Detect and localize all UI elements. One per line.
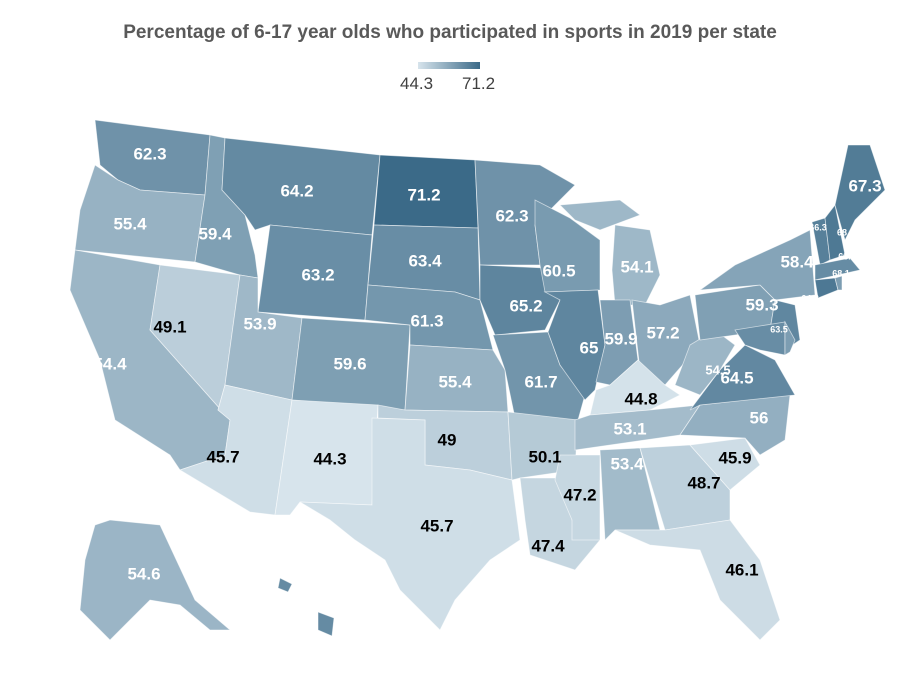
value-label-tn: 53.1	[613, 419, 646, 438]
value-label-wi: 60.5	[542, 261, 575, 280]
state-ma	[814, 257, 861, 281]
value-label-wv: 54.5	[705, 362, 730, 377]
state-de	[784, 320, 796, 356]
value-label-ne: 61.3	[410, 311, 443, 330]
state-ri	[834, 275, 843, 291]
value-label-ut: 53.9	[243, 314, 276, 333]
value-label-md: 63.5	[770, 324, 788, 334]
state-sc	[689, 437, 761, 491]
state-ga	[639, 444, 731, 531]
value-label-nc: 56	[750, 408, 769, 427]
value-label-ia: 65.2	[509, 296, 542, 315]
value-label-mo: 61.7	[524, 372, 557, 391]
state-hi	[277, 577, 293, 593]
value-label-wy: 63.2	[301, 265, 334, 284]
value-label-al: 53.4	[610, 454, 644, 473]
value-label-me: 67.3	[848, 176, 881, 195]
state-il	[543, 289, 606, 401]
legend-gradient-bar	[418, 62, 480, 69]
state-fl	[614, 519, 781, 641]
value-label-ky: 44.8	[624, 389, 657, 408]
value-label-tx: 45.7	[420, 516, 453, 535]
value-label-fl: 46.1	[725, 560, 758, 579]
value-label-co: 59.6	[333, 354, 366, 373]
value-label-nd: 71.2	[407, 185, 440, 204]
value-label-ca: 54.4	[93, 354, 127, 373]
value-label-mi: 54.1	[620, 257, 653, 276]
state-tx	[299, 417, 521, 631]
value-label-vt: 66.3	[809, 222, 827, 232]
value-label-ks: 55.4	[438, 372, 472, 391]
value-label-pa: 59.3	[745, 295, 778, 314]
value-label-nm: 44.3	[313, 449, 346, 468]
value-label-la: 47.4	[531, 536, 565, 555]
state-nh	[824, 204, 846, 261]
value-label-az: 45.7	[206, 447, 239, 466]
legend-min-label: 44.3	[400, 74, 434, 93]
state-ny	[698, 229, 816, 301]
value-label-ar: 50.1	[528, 447, 561, 466]
map-title: Percentage of 6-17 year olds who partici…	[123, 22, 777, 43]
state-hi-part1	[317, 611, 335, 637]
state-me	[834, 144, 886, 242]
value-label-ny: 58.4	[780, 252, 814, 271]
value-label-in: 59.9	[604, 329, 637, 348]
value-label-il: 65	[580, 338, 599, 357]
value-label-va: 64.5	[720, 368, 753, 387]
value-label-nj: 64.8	[801, 293, 819, 303]
value-label-oh: 57.2	[646, 323, 679, 342]
value-label-or: 55.4	[113, 214, 147, 233]
value-label-wa: 62.3	[133, 144, 166, 163]
value-label-nh: 68	[837, 227, 847, 237]
value-label-nv: 49.1	[153, 317, 186, 336]
value-label-ms: 47.2	[563, 485, 596, 504]
value-label-mt: 64.2	[280, 181, 313, 200]
state-ks	[404, 344, 509, 413]
state-md	[734, 321, 786, 356]
value-label-sd: 63.4	[408, 251, 442, 270]
state-mi-part1	[559, 199, 641, 231]
value-label-ak: 54.6	[127, 564, 160, 583]
value-label-ok: 49	[438, 430, 457, 449]
legend-max-label: 71.2	[462, 74, 496, 93]
value-label-id: 59.4	[198, 224, 232, 243]
value-label-ma: 63.8	[838, 251, 856, 261]
value-label-sc: 45.9	[718, 448, 751, 467]
value-label-ct: 68.1	[832, 268, 850, 278]
value-label-mn: 62.3	[495, 206, 528, 225]
state-ak	[79, 519, 232, 641]
value-label-ga: 48.7	[687, 473, 720, 492]
